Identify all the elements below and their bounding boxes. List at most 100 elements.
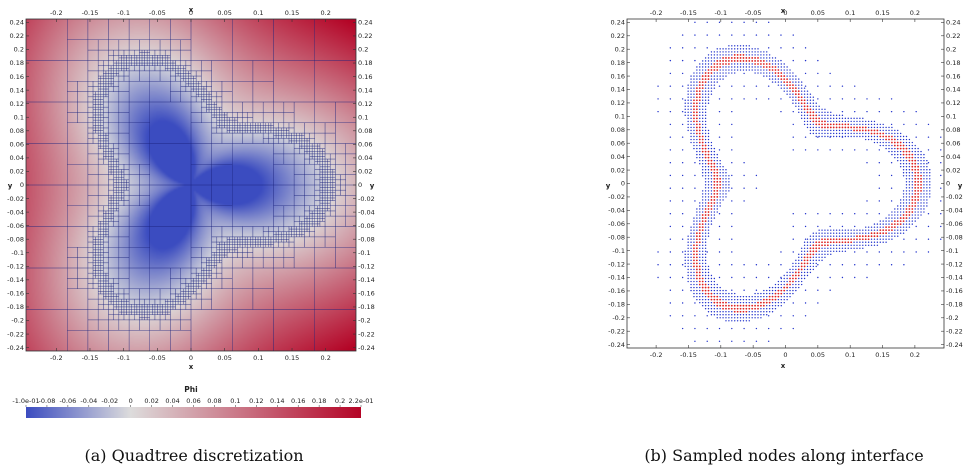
sampled-node bbox=[716, 156, 718, 159]
sampled-node bbox=[853, 241, 855, 243]
sampled-node bbox=[743, 161, 745, 164]
sampled-node bbox=[718, 213, 721, 215]
sampled-node bbox=[841, 120, 844, 123]
sampled-node bbox=[902, 166, 905, 168]
sampled-node bbox=[800, 277, 803, 280]
sampled-node bbox=[706, 21, 708, 24]
sampled-node bbox=[870, 235, 873, 238]
sampled-node bbox=[699, 66, 701, 68]
sampled-node bbox=[731, 85, 733, 87]
sampled-node bbox=[923, 172, 925, 174]
sampled-node bbox=[739, 298, 742, 301]
sampled-node bbox=[899, 166, 902, 168]
panel-b: -0.2-0.2-0.15-0.15-0.1-0.1-0.05-0.05000.… bbox=[606, 7, 963, 465]
sampled-node bbox=[891, 214, 893, 216]
sampled-node bbox=[798, 81, 800, 83]
sampled-node bbox=[728, 181, 730, 183]
sampled-node bbox=[710, 51, 713, 53]
sampled-node bbox=[800, 253, 803, 256]
sampled-node bbox=[696, 135, 698, 138]
sampled-node bbox=[899, 153, 902, 156]
sampled-node bbox=[704, 81, 707, 84]
sampled-node bbox=[704, 295, 707, 298]
sampled-node bbox=[718, 85, 721, 87]
sampled-node bbox=[739, 60, 742, 62]
quadtree-cells bbox=[26, 19, 356, 351]
sampled-node bbox=[757, 292, 759, 295]
sampled-node bbox=[755, 264, 758, 266]
sampled-node bbox=[742, 317, 745, 319]
colorbar-tick-label: 2.2e-01 bbox=[349, 397, 374, 405]
sampled-node bbox=[681, 187, 684, 189]
sampled-node bbox=[687, 102, 689, 104]
sampled-node bbox=[710, 147, 713, 150]
sampled-node bbox=[694, 327, 696, 330]
sampled-node bbox=[690, 141, 692, 144]
sampled-node bbox=[722, 295, 724, 298]
sampled-node bbox=[835, 120, 838, 123]
sampled-node bbox=[792, 286, 794, 289]
y-tick-label-left: 0.24 bbox=[10, 19, 24, 27]
sampled-node bbox=[917, 171, 920, 174]
sampled-node bbox=[929, 178, 931, 180]
sampled-node bbox=[725, 193, 727, 195]
sampled-node bbox=[713, 196, 716, 198]
colorbar-gradient bbox=[26, 407, 361, 418]
sampled-node bbox=[728, 301, 730, 304]
sampled-node bbox=[774, 78, 777, 80]
sampled-node bbox=[824, 108, 826, 111]
y-tick-label-left: 0.18 bbox=[611, 59, 625, 67]
sampled-node bbox=[812, 102, 815, 104]
sampled-node bbox=[853, 238, 855, 241]
sampled-node bbox=[774, 69, 777, 71]
sampled-node bbox=[699, 63, 701, 65]
sampled-node bbox=[704, 250, 707, 253]
sampled-node bbox=[766, 75, 768, 77]
sampled-node bbox=[710, 153, 713, 156]
sampled-node bbox=[716, 54, 718, 56]
sampled-node bbox=[812, 123, 815, 126]
sampled-node bbox=[891, 238, 893, 240]
sampled-node bbox=[719, 75, 721, 77]
sampled-node bbox=[722, 72, 724, 74]
sampled-node bbox=[829, 72, 831, 75]
sampled-node bbox=[817, 136, 819, 138]
sampled-node bbox=[789, 69, 791, 71]
sampled-node bbox=[719, 301, 722, 304]
sampled-node bbox=[908, 175, 911, 177]
sampled-node bbox=[767, 34, 770, 36]
sampled-node bbox=[694, 161, 696, 164]
sampled-node bbox=[905, 199, 908, 201]
sampled-node bbox=[730, 304, 733, 307]
sampled-node bbox=[693, 93, 695, 95]
sampled-node bbox=[780, 59, 782, 62]
y-tick-label-left: -0.08 bbox=[608, 233, 625, 241]
sampled-node bbox=[704, 289, 707, 292]
sampled-node bbox=[693, 105, 695, 108]
y-tick-label-left: -0.12 bbox=[7, 263, 24, 271]
sampled-node bbox=[733, 307, 736, 310]
sampled-node bbox=[888, 144, 890, 147]
sampled-node bbox=[844, 244, 847, 246]
sampled-node bbox=[725, 314, 727, 316]
sampled-node bbox=[876, 141, 879, 144]
sampled-node bbox=[768, 54, 771, 56]
sampled-node bbox=[911, 217, 913, 219]
sampled-node bbox=[780, 327, 782, 330]
sampled-node bbox=[923, 159, 925, 162]
sampled-node bbox=[681, 213, 684, 215]
y-tick-label-right: -0.2 bbox=[946, 314, 959, 322]
sampled-node bbox=[803, 244, 806, 246]
sampled-node bbox=[914, 162, 917, 165]
sampled-node bbox=[713, 186, 716, 189]
sampled-node bbox=[687, 120, 689, 123]
sampled-node bbox=[862, 132, 864, 135]
sampled-node bbox=[809, 259, 812, 262]
sampled-node bbox=[739, 307, 742, 310]
sampled-node bbox=[789, 72, 791, 74]
colorbar-tick-label: 0.12 bbox=[249, 397, 263, 405]
sampled-node bbox=[905, 217, 908, 219]
sampled-node bbox=[690, 111, 692, 114]
sampled-node bbox=[902, 229, 905, 231]
sampled-node bbox=[751, 314, 753, 316]
